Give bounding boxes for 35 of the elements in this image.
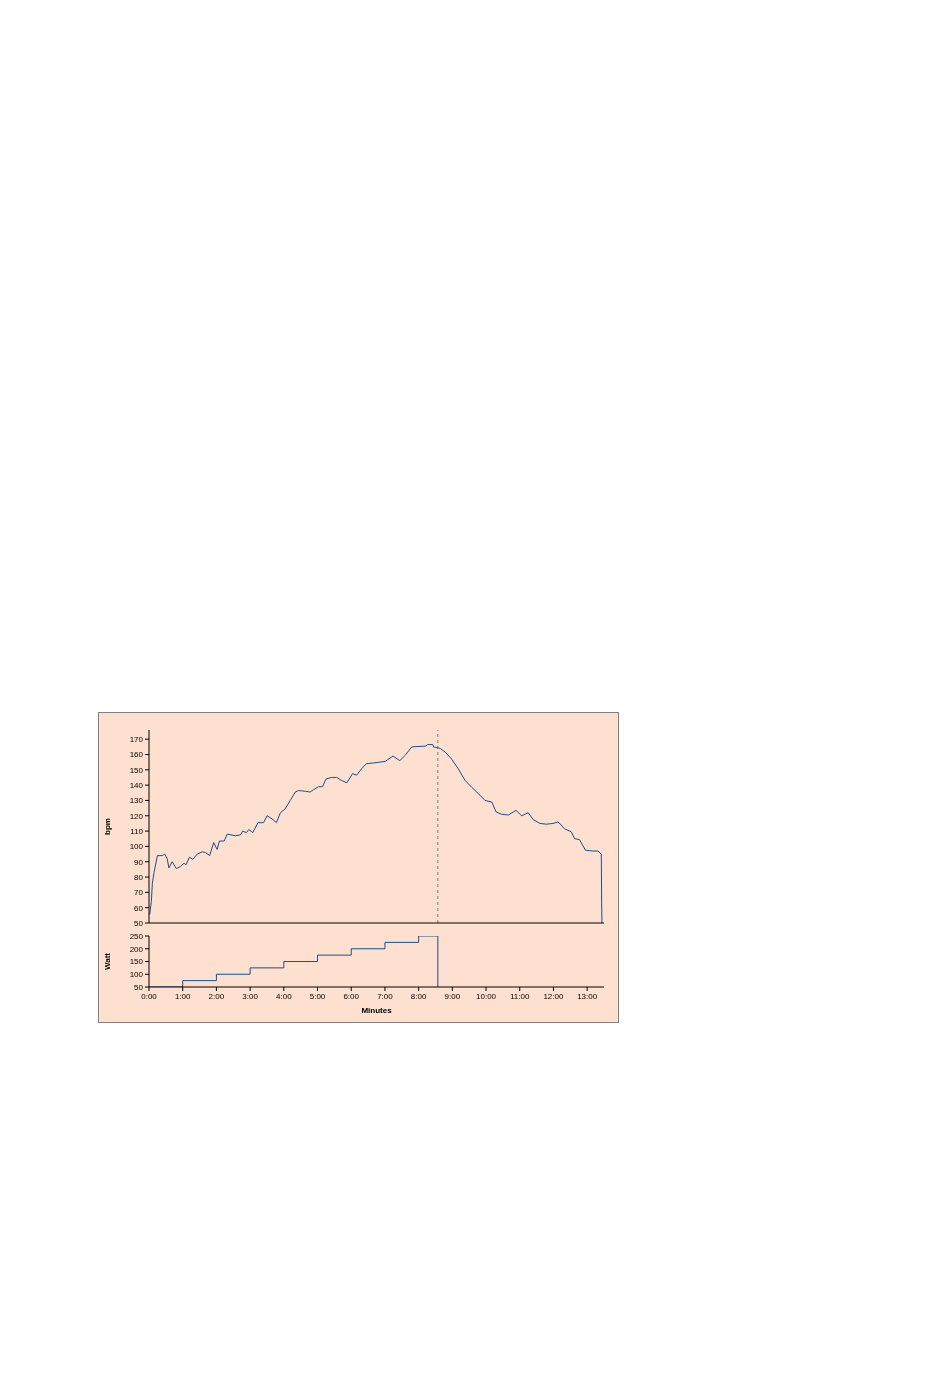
y-tick-label: 80 xyxy=(134,872,144,882)
x-tick-label: 9:00 xyxy=(444,991,461,1001)
x-tick-label: 13:00 xyxy=(577,991,598,1001)
y-axis-title: bpm xyxy=(102,818,112,835)
x-axis-title: Minutes xyxy=(361,1006,393,1015)
y-tick-label: 170 xyxy=(129,735,144,745)
y-tick-label: 200 xyxy=(129,944,144,954)
y-tick-label: 150 xyxy=(129,765,144,775)
x-tick-label: 8:00 xyxy=(410,991,427,1001)
y-tick-label: 160 xyxy=(129,750,144,760)
y-tick-label: 70 xyxy=(134,888,144,898)
x-tick-label: 0:00 xyxy=(141,991,158,1001)
y-tick-label: 50 xyxy=(134,918,144,928)
x-tick-label: 7:00 xyxy=(377,991,394,1001)
y-tick-label: 100 xyxy=(129,970,144,980)
y-tick-label: 50 xyxy=(134,982,144,992)
y-tick-label: 140 xyxy=(129,780,144,790)
x-tick-label: 4:00 xyxy=(276,991,293,1001)
x-tick-label: 11:00 xyxy=(510,991,530,1001)
x-tick-label: 2:00 xyxy=(208,991,225,1001)
y-axis-title: Watt xyxy=(102,952,112,971)
y-tick-label: 130 xyxy=(129,796,144,806)
x-tick-label: 6:00 xyxy=(343,991,360,1001)
y-tick-label: 120 xyxy=(129,811,144,821)
x-tick-label: 3:00 xyxy=(242,991,259,1001)
y-tick-label: 110 xyxy=(130,826,144,836)
x-tick-label: 1:00 xyxy=(174,991,192,1001)
y-tick-label: 60 xyxy=(134,903,144,913)
y-tick-label: 250 xyxy=(129,931,144,941)
y-tick-label: 100 xyxy=(129,842,144,852)
y-tick-label: 150 xyxy=(129,957,144,967)
x-tick-label: 12:00 xyxy=(543,991,564,1001)
y-tick-label: 90 xyxy=(134,857,144,867)
x-tick-label: 5:00 xyxy=(309,991,326,1001)
x-tick-label: 10:00 xyxy=(476,991,497,1001)
